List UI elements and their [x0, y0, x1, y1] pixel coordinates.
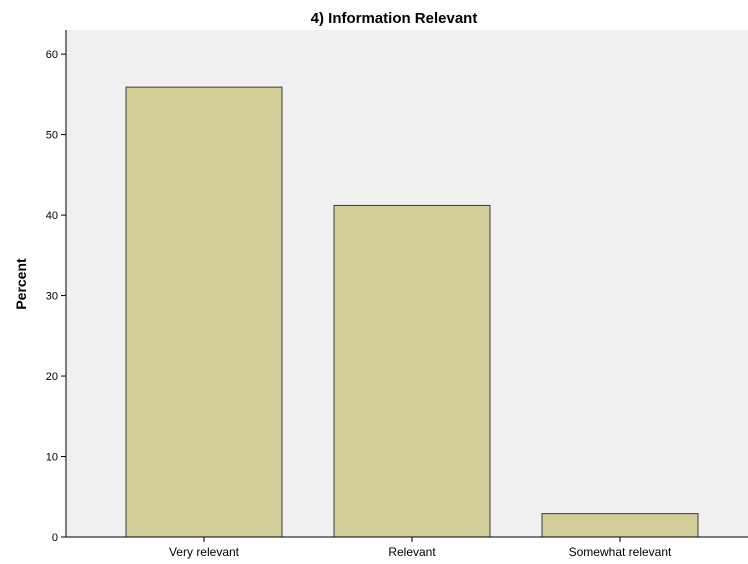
bar-relevant	[333, 204, 491, 538]
y-axis-label: Percent	[13, 258, 29, 310]
y-tick-label: 20	[46, 371, 58, 383]
x-tick-label: Somewhat relevant	[569, 545, 672, 559]
y-tick-label: 40	[46, 210, 58, 222]
x-tick-label: Relevant	[388, 545, 436, 559]
y-tick-label: 30	[46, 291, 58, 303]
axes: Very relevant Relevant Somewhat relevant 0 1…	[46, 30, 748, 559]
y-tick-label: 60	[46, 49, 58, 61]
y-tick-label: 10	[46, 452, 58, 464]
chart-title: 4) Information Relevant	[311, 10, 478, 27]
y-tick-label: 50	[46, 130, 58, 142]
x-tick-label: Very relevant	[169, 545, 240, 559]
bar-somewhat-relevant	[541, 513, 699, 538]
bar-group	[125, 86, 699, 538]
bar-very-relevant	[125, 86, 283, 538]
y-tick-label: 0	[52, 532, 58, 544]
